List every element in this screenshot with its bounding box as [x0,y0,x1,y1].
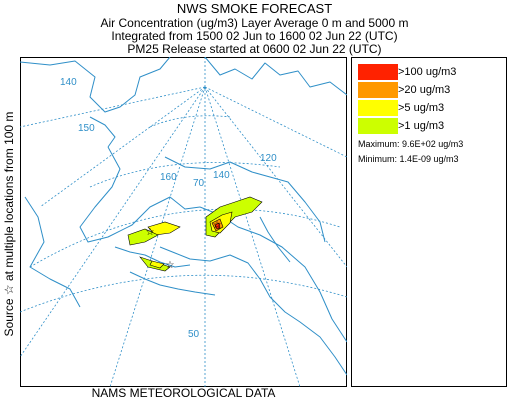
concentration-subtitle: Air Concentration (ug/m3) Layer Average … [100,16,409,30]
graticule [19,57,348,388]
graticule-lat-60 [29,208,341,268]
plume-south-5ug [149,260,165,269]
graticule-meridian-w3 [109,86,206,388]
plume-southwest-1ug [127,228,159,246]
integration-period: Integrated from 1500 02 Jun to 1600 02 J… [111,29,398,43]
map-svg: 140 150 160 70 140 120 50 [19,56,348,388]
coast-yukon-river [259,216,291,263]
coast-aleutian-east [114,246,191,268]
coast-wrangel [89,116,116,148]
source-side-label: Source ☆ at multiple locations from 100 … [2,111,16,337]
smoke-map: 140 150 160 70 140 120 50 [19,56,348,388]
graticule-label-50n: 50 [188,329,200,340]
plume-interior-100ug [214,222,221,230]
coast-north-a [19,56,171,113]
graticule-lat-80 [149,115,231,128]
graticule-meridian-e3 [204,86,301,388]
graticule-label-140w: 140 [60,77,77,88]
legend-label-100: >100 ug/m3 [398,66,457,78]
coast-north-b [204,56,348,96]
coast-aleutian-chain [129,271,216,296]
graticule-meridian-w4 [19,86,206,128]
legend-label-20: >20 ug/m3 [398,84,451,96]
graticule-label-70n: 70 [193,178,205,189]
legend-swatch-5 [358,100,398,116]
map-title: NWS SMOKE FORECAST [176,1,333,16]
coastlines [19,56,348,376]
legend-minimum: Minimum: 1.4E-09 ug/m3 [358,154,459,164]
smoke-plumes [127,196,263,272]
graticule-label-150w: 150 [78,123,95,134]
meteorological-data-label: NAMS METEOROLOGICAL DATA [91,386,276,400]
graticule-label-160w: 160 [160,172,177,183]
graticule-label-140e: 140 [213,170,230,181]
source-marker: ☆ [146,227,155,238]
graticule-lat-50 [19,274,348,313]
coast-kamchatka [24,196,81,308]
legend-swatch-1 [358,118,398,134]
coast-chukotka [79,146,201,243]
release-start: PM25 Release started at 0600 02 Jun 22 (… [127,42,382,56]
legend-label-1: >1 ug/m3 [398,120,445,132]
coast-arctic-alaska [164,156,326,243]
legend-label-5: >5 ug/m3 [398,102,445,114]
legend-maximum: Maximum: 9.6E+02 ug/m3 [358,139,464,149]
legend-swatch-100 [358,64,398,80]
graticule-label-120: 120 [260,153,277,164]
source-marker: ☆ [213,220,222,231]
graticule-meridian-w2 [19,86,206,358]
legend-panel: >100 ug/m3 >20 ug/m3 >5 ug/m3 >1 ug/m3 M… [351,57,507,387]
legend-swatch-20 [358,82,398,98]
graticule-lat-70 [89,162,281,188]
source-marker: ☆ [166,260,175,271]
map-frame [20,57,347,387]
coast-gulf [159,246,348,376]
